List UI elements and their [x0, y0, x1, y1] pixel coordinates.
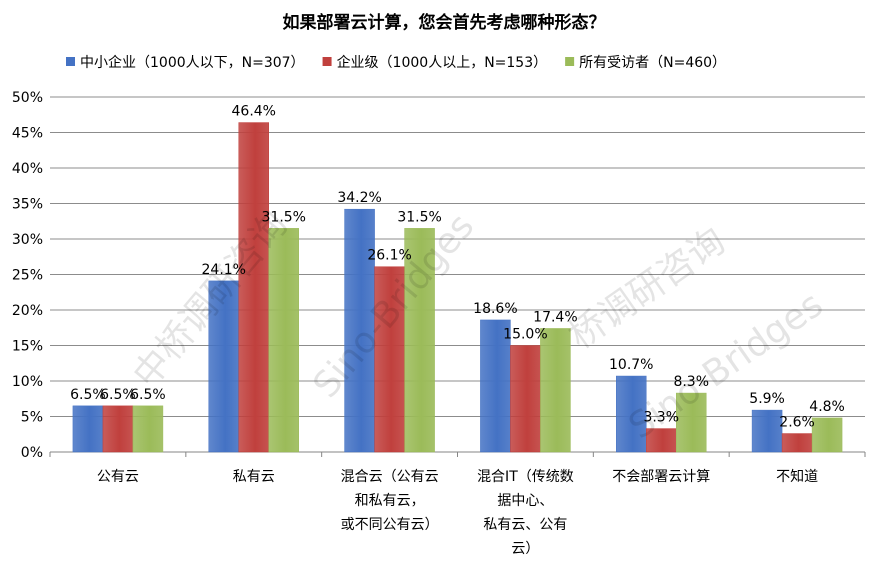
data-label: 4.8%: [809, 399, 845, 415]
legend-swatch: [66, 57, 75, 66]
x-category-label: 或不同公有云）: [341, 517, 439, 533]
x-category-label: 云）: [511, 541, 539, 557]
bar: [510, 345, 541, 453]
data-label: 6.5%: [100, 387, 136, 403]
bar: [102, 405, 134, 453]
data-label: 17.4%: [533, 309, 577, 325]
x-category-label: 私有云: [233, 469, 275, 485]
gridlines: [50, 96, 865, 453]
bar: [268, 228, 299, 453]
data-label: 26.1%: [367, 248, 411, 264]
x-category-label: 混合IT（传统数: [477, 469, 574, 485]
x-category-label: 公有云: [97, 469, 139, 485]
bar: [781, 433, 813, 453]
x-category-label: 和私有云，: [355, 493, 425, 509]
bar: [751, 409, 783, 453]
x-category-label: 不会部署云计算: [612, 469, 710, 485]
bar: [480, 319, 511, 453]
bar: [374, 266, 405, 453]
data-label: 3.3%: [643, 410, 679, 426]
data-label: 31.5%: [397, 209, 441, 225]
data-label: 6.5%: [130, 387, 166, 403]
y-axis: 0% 5% 10% 15% 20% 25% 30% 35% 40% 45% 50%: [12, 90, 43, 461]
bar: [404, 228, 435, 453]
y-tick-label: 45%: [12, 126, 43, 142]
y-tick-label: 50%: [12, 90, 43, 106]
legend-label: 所有受访者（N=460）: [579, 55, 726, 71]
x-category-label: 不知道: [776, 468, 818, 485]
y-tick-label: 30%: [12, 232, 43, 248]
data-label: 46.4%: [232, 104, 276, 120]
bar: [238, 122, 269, 453]
y-tick-label: 5%: [21, 410, 43, 426]
legend-swatch: [565, 57, 575, 66]
y-tick-label: 10%: [12, 374, 43, 390]
bar: [540, 328, 571, 453]
legend-swatch: [322, 57, 332, 66]
data-label: 6.5%: [70, 387, 106, 403]
y-tick-label: 0%: [21, 445, 43, 461]
legend: 中小企业（1000人以下，N=307） 企业级（1000人以上，N=153） 所有受…: [66, 54, 726, 71]
watermark-text: 桥调研咨询: [562, 221, 733, 358]
data-label: 31.5%: [262, 209, 306, 225]
bar: [208, 280, 239, 453]
y-tick-label: 40%: [12, 161, 43, 177]
y-tick-label: 20%: [12, 303, 43, 319]
y-tick-label: 15%: [12, 339, 43, 355]
x-category-label: 据中心、: [497, 493, 553, 509]
data-label: 8.3%: [673, 374, 709, 390]
y-tick-label: 35%: [12, 197, 43, 213]
data-label: 10.7%: [609, 357, 653, 373]
bar: [344, 208, 375, 453]
y-tick-label: 25%: [12, 268, 43, 284]
legend-label: 中小企业（1000人以下，N=307）: [80, 54, 305, 71]
chart-title: 如果部署云计算，您会首先考虑哪种形态？: [283, 12, 606, 33]
x-category-label: 私有云、公有: [483, 517, 567, 533]
bar: [72, 405, 104, 453]
bars: [72, 122, 843, 453]
bar: [676, 392, 707, 453]
bar: [616, 375, 647, 453]
bar: [811, 417, 843, 453]
data-label: 24.1%: [202, 262, 246, 278]
data-label: 5.9%: [749, 391, 785, 407]
data-label: 18.6%: [473, 301, 517, 317]
data-label: 34.2%: [337, 190, 381, 206]
data-labels: 6.5% 24.1% 34.2% 18.6% 10.7% 5.9% 6.5% 46.4% 26.…: [70, 104, 845, 431]
bar: [132, 405, 164, 453]
data-label: 15.0%: [503, 327, 547, 343]
x-category-label: 混合云（公有云: [341, 469, 439, 485]
data-label: 2.6%: [779, 415, 815, 431]
legend-label: 企业级（1000人以上，N=153）: [337, 54, 548, 71]
